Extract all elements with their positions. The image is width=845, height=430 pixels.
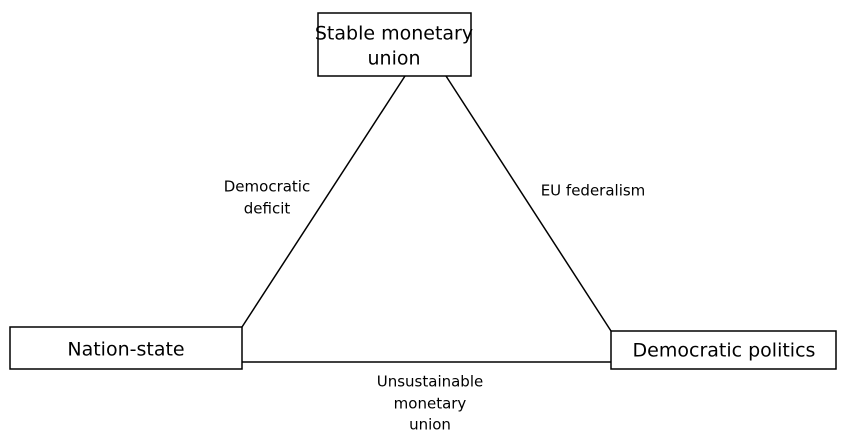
edge-label: Unsustainable (377, 373, 483, 391)
node-label: union (367, 48, 420, 70)
edge-label: monetary (394, 395, 467, 413)
node-label: Nation-state (67, 339, 184, 361)
edge-line (241, 75, 406, 328)
node-box (317, 12, 472, 77)
node-label: Democratic politics (633, 340, 816, 362)
edge-label: Democratic (224, 178, 310, 196)
edge-line (445, 75, 612, 332)
edge-label: union (409, 416, 451, 430)
edge-label: deficit (244, 200, 291, 218)
edge-label: EU federalism (541, 182, 646, 200)
node-box (610, 330, 837, 370)
node-box (9, 326, 243, 370)
node-label: Stable monetary (315, 23, 473, 45)
